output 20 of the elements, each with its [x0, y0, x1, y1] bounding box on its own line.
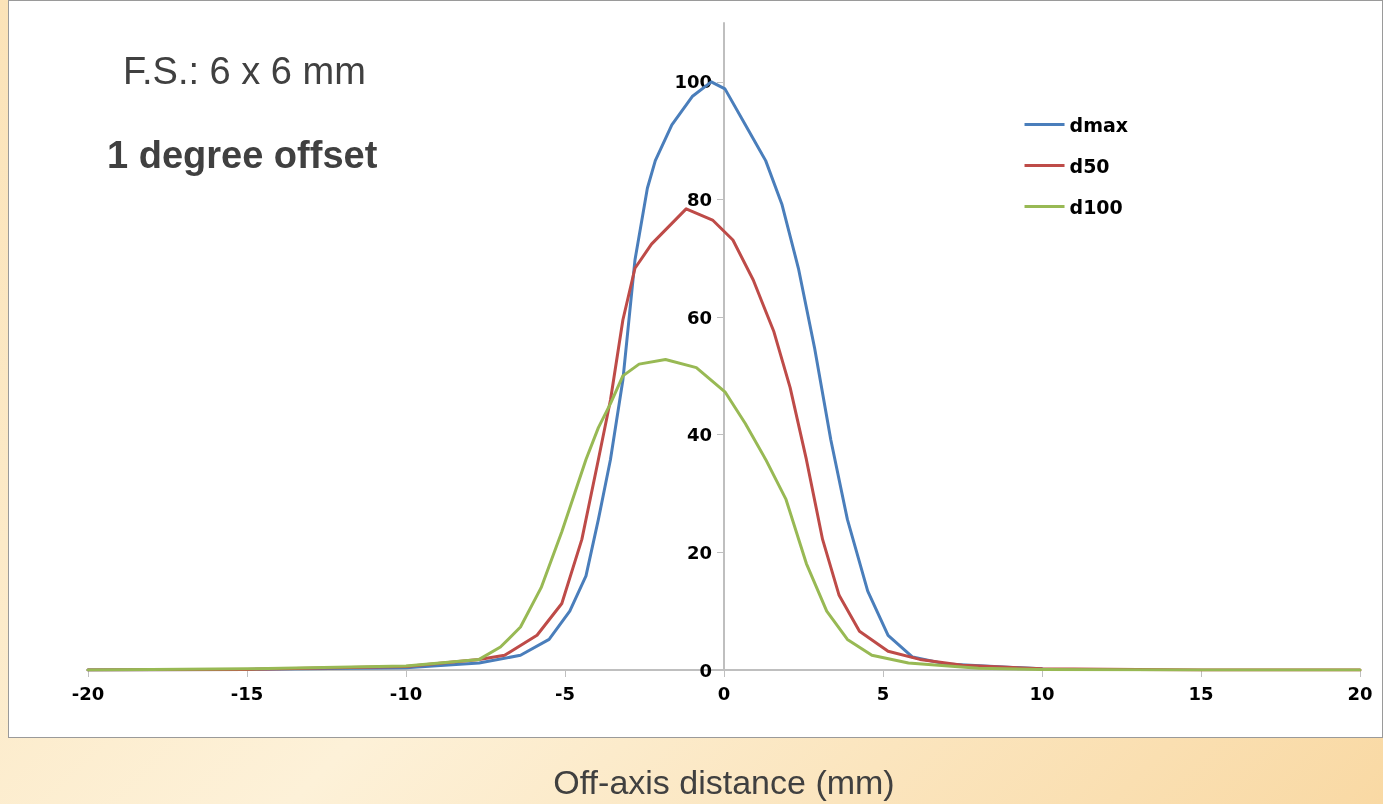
- annotation: F.S.: 6 x 6 mm: [123, 50, 366, 92]
- x-tick-label: -15: [230, 682, 264, 704]
- y-tick-label: 80: [686, 188, 712, 210]
- y-tick-label: 60: [686, 306, 712, 328]
- legend-label: d100: [1069, 195, 1123, 218]
- x-tick-label: 15: [1188, 682, 1214, 704]
- x-tick-label: -20: [71, 682, 105, 704]
- x-tick-label: -5: [555, 682, 575, 704]
- y-tick-label: 20: [686, 541, 712, 563]
- x-tick-label: 20: [1347, 682, 1373, 704]
- x-tick-label: 0: [717, 682, 731, 704]
- y-tick-label: 40: [686, 424, 712, 446]
- x-tick-label: 5: [876, 682, 890, 704]
- legend-label: dmax: [1069, 113, 1129, 136]
- x-tick-label: 10: [1029, 682, 1055, 704]
- x-axis-title: Off-axis distance (mm): [553, 763, 895, 801]
- legend-label: d50: [1069, 154, 1110, 177]
- annotation: 1 degree offset: [107, 134, 378, 176]
- y-tick-label: 0: [699, 659, 712, 681]
- x-tick-label: -10: [389, 682, 423, 704]
